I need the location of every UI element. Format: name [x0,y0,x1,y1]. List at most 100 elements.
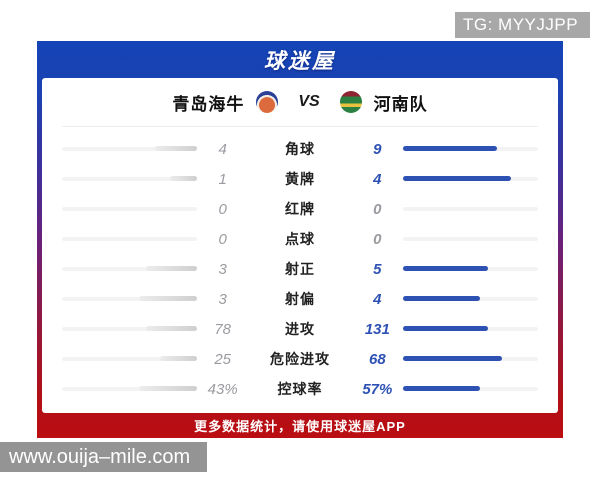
stat-away-value: 4 [373,290,382,308]
home-bar [59,386,197,392]
away-bar-track [403,207,539,211]
home-bar-track [61,176,197,181]
home-bar-track [61,296,197,301]
away-bar-track [403,296,539,301]
home-bar [59,176,197,182]
home-bar-fill [160,356,197,361]
home-bar-fill [146,266,197,271]
stat-label: 射正 [285,261,315,277]
away-team-name: 河南队 [373,94,428,114]
home-bar [59,326,197,332]
away-bar-track [403,386,539,391]
footer-promo-text: 更多数据统计，请使用球迷屋APP [194,419,406,434]
away-bar-fill [403,356,502,361]
away-bar [403,326,541,332]
stat-home-value: 25 [214,350,231,368]
stat-home-value: 1 [218,170,227,188]
telegram-badge-text: TG: MYYJJPP [463,15,579,34]
home-bar-fill [155,146,197,151]
home-bar-track [61,386,197,391]
away-bar-track [403,176,539,181]
home-bar-fill [169,176,197,181]
stat-away-value: 9 [373,140,382,158]
stat-label: 黄牌 [285,171,315,187]
stat-label: 角球 [285,141,315,157]
home-bar-track [61,146,197,151]
screenshot-background: 球迷屋 青岛海牛 VS 河南队 4 角球 9 [37,41,563,438]
home-team-name: 青岛海牛 [172,94,245,114]
app-footer: 更多数据统计，请使用球迷屋APP [37,413,563,438]
stat-label: 危险进攻 [270,351,330,367]
watermark: www.ouija–mile.com [0,442,207,472]
away-bar [403,386,541,392]
stats-card: 青岛海牛 VS 河南队 4 角球 9 1 黄牌 4 [42,78,558,413]
stat-away-value: 4 [373,170,382,188]
stat-away-value: 5 [373,260,382,278]
home-bar-fill [138,386,197,391]
away-bar-fill [403,176,512,181]
home-team-logo-icon [256,91,279,113]
watermark-text: www.ouija–mile.com [9,445,191,468]
home-bar-track [61,207,197,211]
stat-row: 0 点球 0 [42,224,558,254]
stat-label: 红牌 [285,201,315,217]
away-bar-track [403,237,539,241]
away-bar-fill [403,296,481,301]
home-bar [59,236,197,242]
away-bar-track [403,146,539,151]
app-header: 球迷屋 [37,41,563,78]
away-bar-fill [403,326,488,331]
home-bar-track [61,266,197,271]
stat-row: 25 危险进攻 68 [42,344,558,374]
stat-home-value: 0 [218,230,227,248]
stat-home-value: 4 [218,140,227,158]
stat-row: 43% 控球率 57% [42,374,558,404]
away-team-logo-icon [339,91,362,113]
stat-row: 1 黄牌 4 [42,164,558,194]
brand-logo: 球迷屋 [264,49,336,73]
away-bar-fill [403,266,488,271]
stat-row: 78 进攻 131 [42,314,558,344]
away-bar [403,266,541,272]
stat-row: 3 射正 5 [42,254,558,284]
stats-list: 4 角球 9 1 黄牌 4 0 红牌 0 [42,127,558,404]
stat-home-value: 3 [218,290,227,308]
stat-home-value: 0 [218,200,227,218]
stat-away-value: 131 [364,320,390,338]
away-bar-track [403,356,539,361]
away-bar [403,236,541,242]
away-bar [403,176,541,182]
away-bar-fill [403,386,481,391]
home-bar-track [61,237,197,241]
stat-home-value: 43% [207,380,238,398]
match-header: 青岛海牛 VS 河南队 [62,78,538,127]
stat-row: 0 红牌 0 [42,194,558,224]
home-bar [59,146,197,152]
away-bar [403,206,541,212]
away-bar [403,296,541,302]
home-bar [59,356,197,362]
telegram-badge: TG: MYYJJPP [455,12,590,38]
home-bar-fill [146,326,197,331]
stat-away-value: 0 [373,200,382,218]
home-bar [59,266,197,272]
away-bar-track [403,266,539,271]
stat-label: 控球率 [277,381,323,397]
stat-label: 进攻 [285,321,315,337]
home-bar-track [61,356,197,361]
home-bar-fill [138,296,197,301]
stat-row: 3 射偏 4 [42,284,558,314]
stat-home-value: 3 [218,260,227,278]
away-bar [403,356,541,362]
home-bar [59,206,197,212]
stat-label: 射偏 [285,291,315,307]
stat-away-value: 68 [368,350,386,368]
stat-away-value: 0 [373,230,382,248]
stat-label: 点球 [285,231,315,247]
vs-label: VS [298,93,320,110]
stat-home-value: 78 [214,320,231,338]
away-bar-track [403,326,539,331]
stat-row: 4 角球 9 [42,134,558,164]
away-bar [403,146,541,152]
